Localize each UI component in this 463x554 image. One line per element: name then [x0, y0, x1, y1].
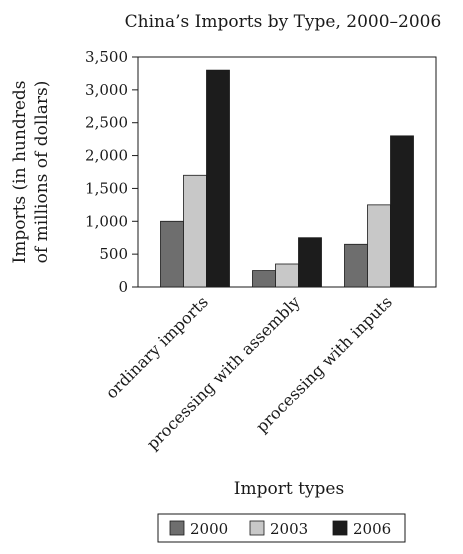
- legend: 2000 2003 2006: [157, 513, 406, 543]
- bar-2003-0: [183, 174, 207, 288]
- y-axis-label: Imports (in hundreds of millions of doll…: [10, 81, 52, 264]
- bar-2000-0: [160, 220, 184, 288]
- y-tick-label: 1,000: [85, 212, 128, 230]
- bar-2006-2: [390, 135, 414, 288]
- y-tick-label: 1,500: [85, 179, 128, 197]
- legend-swatch-2000: [169, 520, 185, 536]
- bars: [160, 69, 414, 288]
- y-axis-label-line-1: Imports (in hundreds: [10, 81, 30, 264]
- y-tick-label: 3,000: [85, 81, 128, 99]
- bar-2003-1: [275, 263, 299, 288]
- legend-box: [157, 513, 406, 543]
- y-tick-label: 0: [118, 278, 128, 296]
- x-category-label: ordinary imports: [102, 292, 212, 402]
- bar-2006-1: [298, 237, 322, 288]
- bar-2006-0: [206, 69, 230, 288]
- legend-swatch-2003: [249, 520, 265, 536]
- y-tick-label: 3,500: [85, 48, 128, 66]
- y-tick-label: 2,000: [85, 147, 128, 165]
- x-axis-label: Import types: [234, 479, 344, 499]
- y-axis-label-line-2: of millions of dollars): [32, 81, 52, 264]
- x-category-label: processing with assembly: [143, 292, 304, 453]
- y-tick-label: 500: [99, 245, 128, 263]
- chart-title: China’s Imports by Type, 2000–2006: [125, 12, 442, 32]
- bar-2000-1: [252, 270, 276, 288]
- bar-2000-2: [344, 243, 368, 288]
- legend-label-2003: 2003: [270, 520, 308, 538]
- bar-2003-2: [367, 204, 391, 288]
- y-axis-ticks: 0 500 1,000 1,500 2,000 2,500 3,000 3,500: [85, 48, 138, 296]
- legend-label-2006: 2006: [353, 520, 391, 538]
- y-tick-label: 2,500: [85, 114, 128, 132]
- legend-label-2000: 2000: [190, 520, 228, 538]
- legend-swatch-2006: [332, 520, 348, 536]
